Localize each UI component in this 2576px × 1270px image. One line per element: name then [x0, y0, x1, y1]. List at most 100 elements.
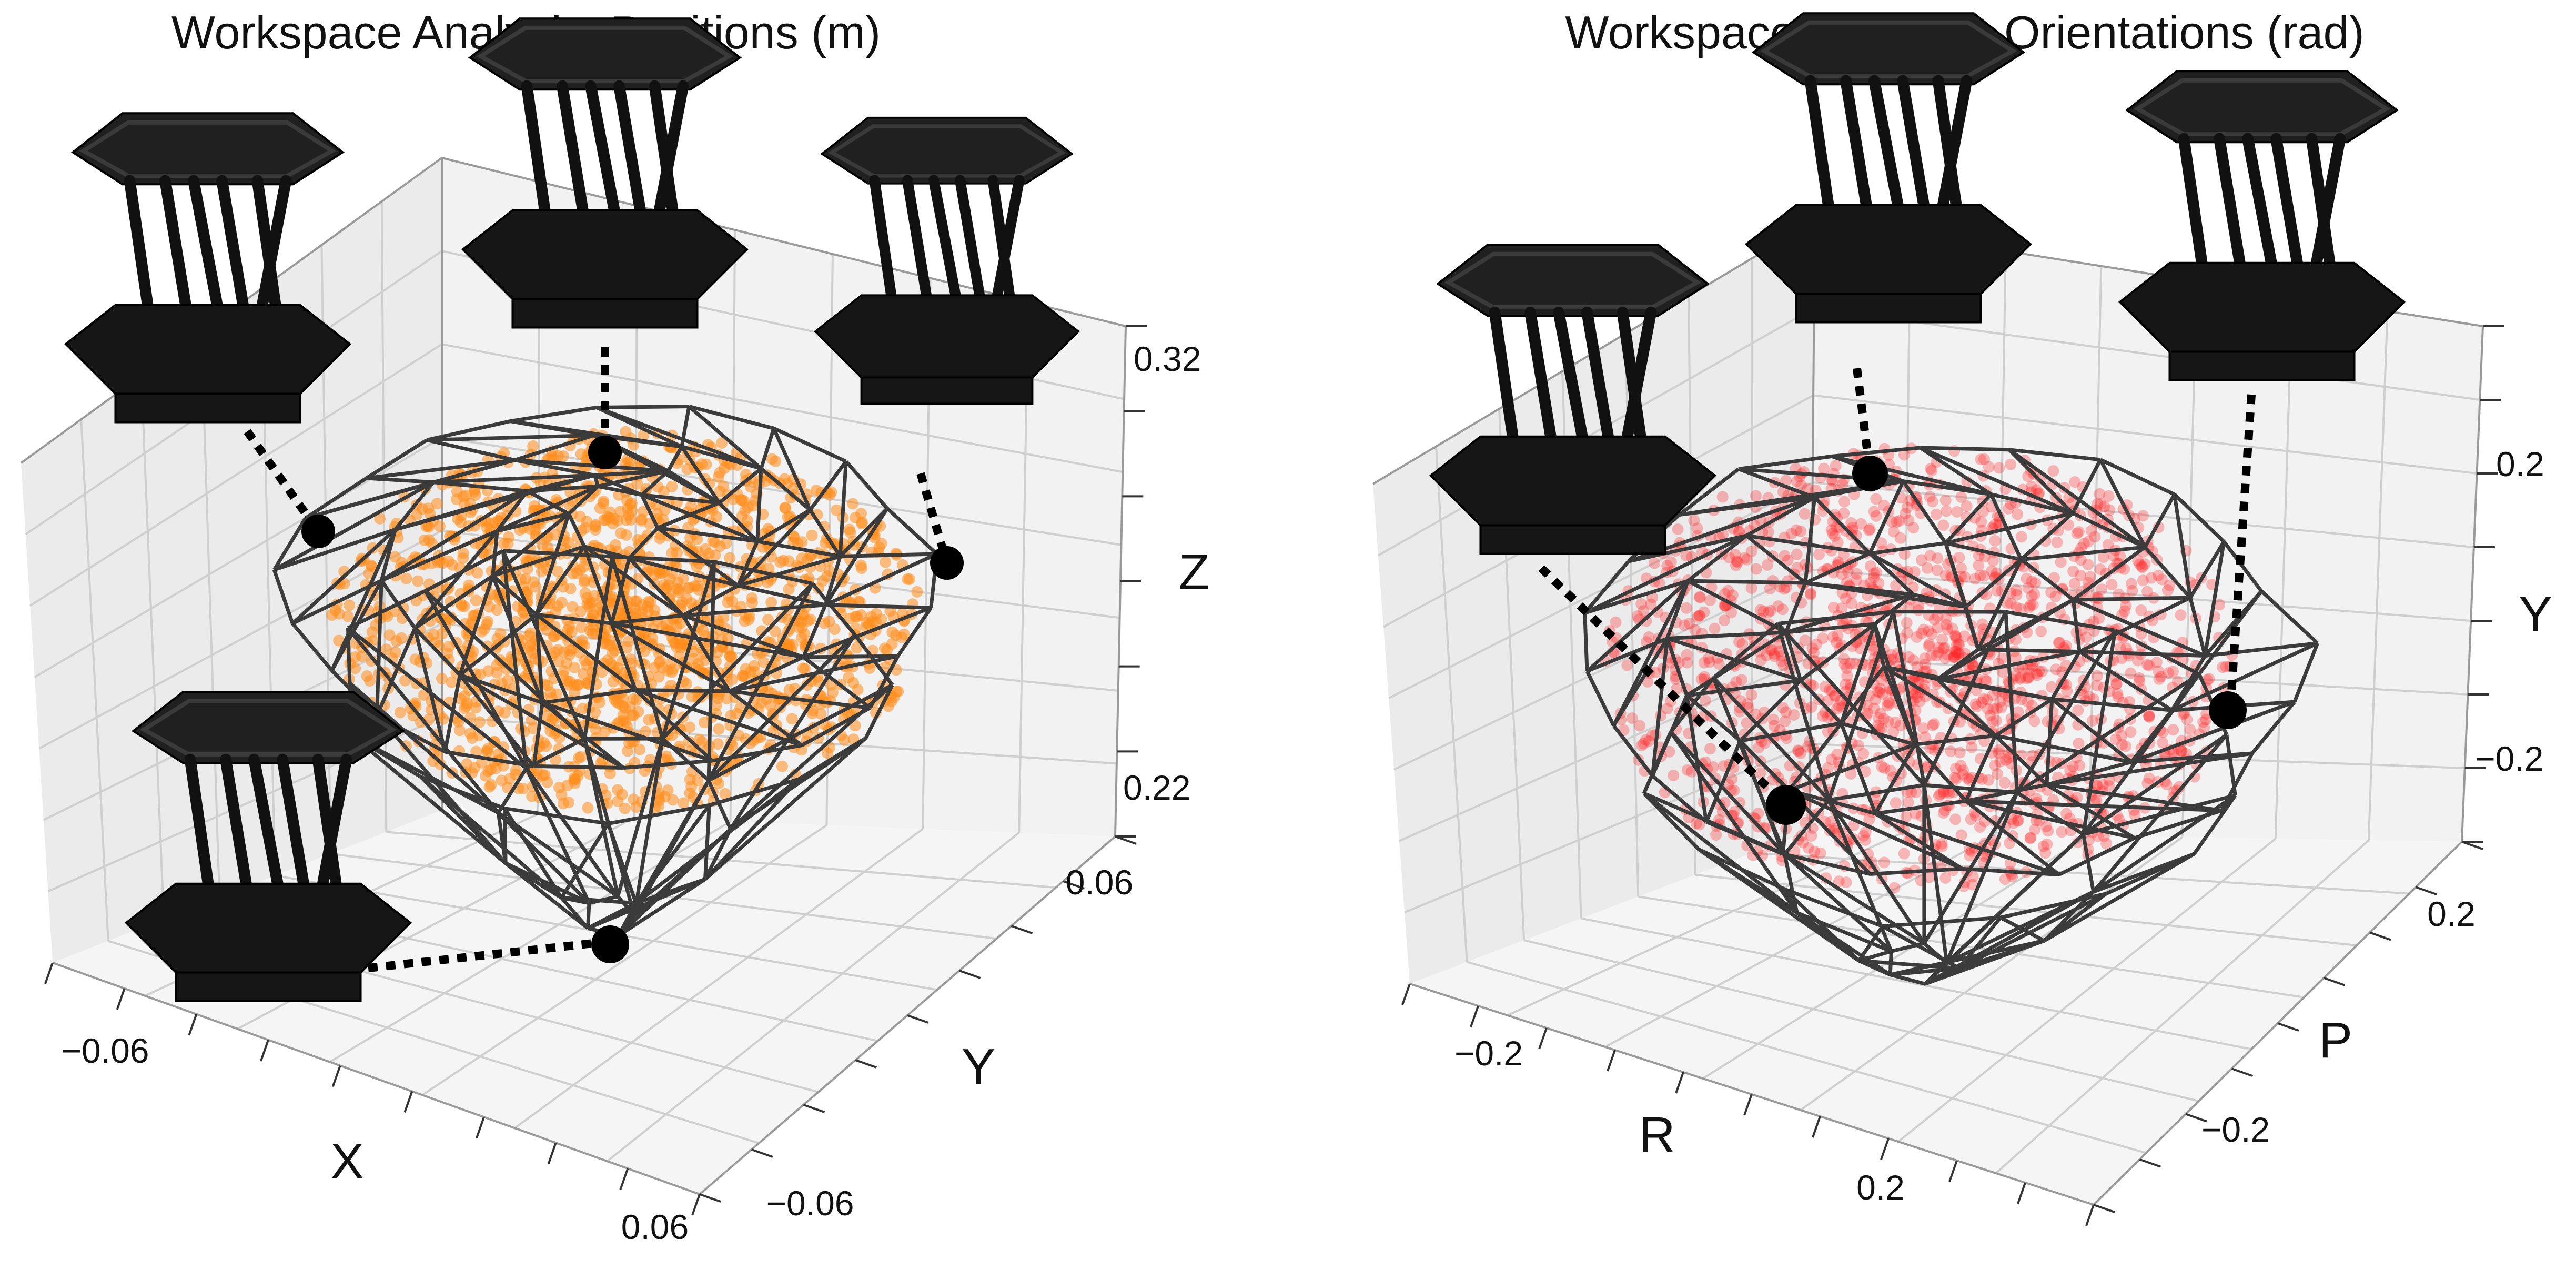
- data-point: [2176, 745, 2188, 757]
- data-point: [1827, 631, 1839, 643]
- data-point: [2110, 733, 2122, 745]
- data-point: [769, 626, 781, 638]
- data-point: [1838, 659, 1851, 671]
- positions-z-tick-2: 0.22: [1123, 768, 1190, 807]
- grid-line: [441, 343, 1123, 473]
- data-point: [1626, 712, 1638, 724]
- data-point: [561, 780, 573, 791]
- robot-leg: [159, 175, 195, 329]
- robot-leg: [2178, 133, 2210, 287]
- data-point: [557, 450, 569, 462]
- hull-edge: [348, 681, 500, 814]
- data-point: [432, 557, 444, 569]
- data-point: [1938, 642, 1951, 654]
- data-point: [1710, 829, 1722, 841]
- data-point: [1976, 618, 1988, 630]
- data-point: [776, 760, 788, 772]
- data-point: [374, 512, 386, 525]
- data-point: [1672, 523, 1684, 535]
- data-point: [2060, 640, 2072, 652]
- data-point: [1989, 519, 2001, 531]
- data-point: [1700, 694, 1712, 707]
- data-point: [470, 745, 482, 758]
- data-point: [2029, 577, 2042, 589]
- hull-edge: [853, 633, 894, 687]
- data-point: [2096, 583, 2108, 596]
- data-point: [1634, 720, 1646, 732]
- data-point: [2082, 559, 2094, 570]
- hull-edge: [1920, 446, 2009, 452]
- hull-edge: [542, 701, 713, 763]
- hull-edge: [2082, 673, 2201, 835]
- grid-line: [1688, 296, 1696, 875]
- data-point: [2009, 652, 2022, 664]
- data-point: [2000, 754, 2012, 766]
- hull-edge: [413, 574, 494, 630]
- data-point: [1951, 632, 1963, 644]
- data-point: [2143, 710, 2155, 722]
- data-point: [1966, 741, 1978, 753]
- hull-edge: [1783, 852, 1925, 945]
- data-point: [2031, 669, 2043, 681]
- data-point: [1868, 644, 1880, 656]
- data-point: [1999, 777, 2011, 789]
- grid-line: [1752, 852, 2410, 895]
- data-point: [783, 583, 795, 596]
- hull-edge: [1868, 480, 1905, 555]
- data-point: [2150, 657, 2163, 669]
- hull-edge: [1989, 493, 2023, 560]
- data-point: [1855, 518, 1867, 530]
- hull-edge: [682, 613, 804, 659]
- data-point: [464, 728, 476, 740]
- data-point: [2051, 536, 2063, 548]
- tick-mark: [1812, 1116, 1821, 1138]
- data-point: [1840, 592, 1852, 604]
- data-point: [1936, 838, 1948, 850]
- hull-edge: [1922, 611, 2008, 786]
- hull-edge: [2016, 791, 2085, 836]
- data-point: [1878, 762, 1891, 774]
- hull-edge: [738, 555, 841, 588]
- data-point: [1941, 623, 1953, 636]
- hull-edge: [2173, 493, 2226, 543]
- data-point: [1923, 638, 1935, 650]
- data-point: [1764, 644, 1776, 656]
- data-point: [1698, 657, 1710, 669]
- hull-edge: [2222, 540, 2263, 592]
- hull-edge: [1888, 951, 1893, 975]
- data-point: [1872, 719, 1884, 731]
- data-point: [2125, 667, 2137, 679]
- data-point: [1964, 850, 1976, 862]
- robot-base: [1429, 435, 1717, 527]
- orientations-robot-photos: [1429, 12, 2406, 555]
- data-point: [2025, 480, 2037, 492]
- data-point: [821, 747, 833, 759]
- positions-z-tick-1: 0.32: [1134, 339, 1201, 378]
- data-point: [1923, 871, 1935, 883]
- data-point: [674, 618, 686, 629]
- data-point: [2157, 737, 2169, 749]
- orientations-tick-marks: [1401, 325, 2504, 1226]
- robot-platform: [468, 17, 742, 91]
- hull-edge: [864, 684, 894, 739]
- data-point: [2126, 584, 2138, 597]
- data-point: [482, 665, 494, 677]
- data-point: [644, 754, 656, 766]
- data-point: [684, 721, 696, 733]
- hull-edge: [351, 734, 507, 865]
- hull-edge: [504, 861, 589, 930]
- grid-line: [200, 332, 221, 898]
- robot-leg: [650, 80, 689, 234]
- hull-edge: [1945, 541, 2022, 561]
- data-point: [1831, 703, 1843, 715]
- data-point: [598, 497, 609, 509]
- data-point: [1969, 698, 1982, 710]
- robot-base-side: [175, 971, 362, 1002]
- data-point: [1965, 813, 1977, 825]
- data-point: [1643, 735, 1655, 747]
- data-point: [1689, 624, 1701, 636]
- data-point: [1903, 651, 1915, 663]
- data-point: [564, 582, 577, 594]
- data-point: [2072, 836, 2084, 849]
- data-point: [1833, 875, 1845, 888]
